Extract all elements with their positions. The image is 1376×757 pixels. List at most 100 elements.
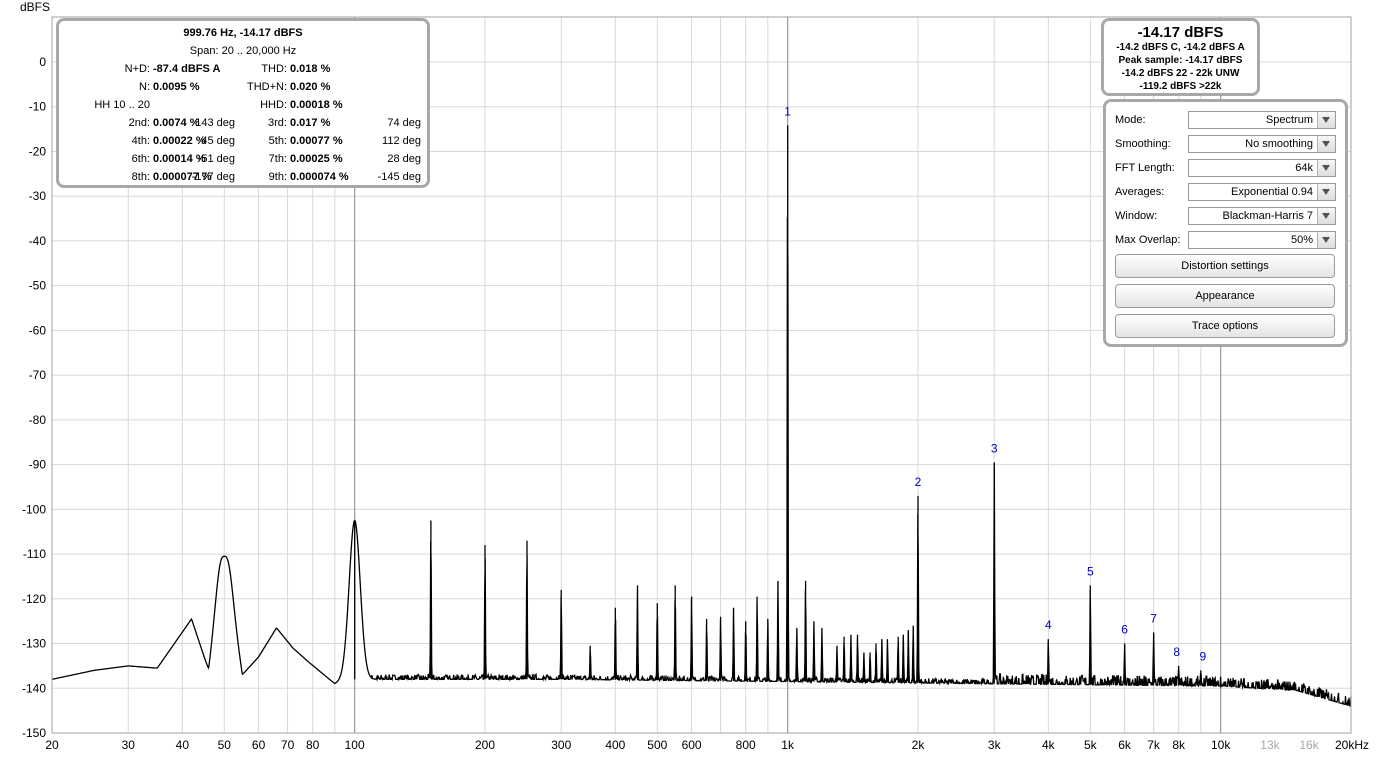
smoothing-label: Smoothing: bbox=[1115, 138, 1171, 150]
x-tick-label: 500 bbox=[647, 738, 667, 752]
x-tick-label: 80 bbox=[306, 738, 320, 752]
x-tick-label: 300 bbox=[551, 738, 571, 752]
harmonic-label: 5 bbox=[1087, 564, 1094, 578]
appearance-button[interactable]: Appearance bbox=[1115, 284, 1335, 308]
mode-select[interactable]: Spectrum bbox=[1188, 111, 1336, 129]
readout-main-level: -14.17 dBFS bbox=[1137, 24, 1224, 41]
readout-line: Peak sample: -14.17 dBFS bbox=[1118, 55, 1243, 66]
distortion-stats-panel: 999.76 Hz, -14.17 dBFS Span: 20 .. 20,00… bbox=[56, 18, 430, 188]
stats-d2-cell: -145 deg bbox=[377, 171, 421, 183]
x-tick-label: 400 bbox=[605, 738, 625, 752]
y-tick-label: -100 bbox=[22, 502, 46, 516]
y-tick-label: -150 bbox=[22, 726, 46, 740]
stats-d2-cell: 28 deg bbox=[387, 153, 421, 165]
harmonic-label: 6 bbox=[1121, 623, 1128, 637]
chevron-down-icon bbox=[1317, 136, 1335, 152]
chevron-down-icon bbox=[1317, 184, 1335, 200]
x-tick-label: 5k bbox=[1084, 738, 1098, 752]
y-tick-label: -60 bbox=[29, 323, 47, 337]
harmonic-labels: 1 2 3 4 5 6 7 8 9 bbox=[784, 105, 1206, 664]
stats-v1-cell: 0.00014 % bbox=[153, 153, 206, 165]
stats-d2-cell: 74 deg bbox=[387, 117, 421, 129]
readout-line: -14.2 dBFS 22 - 22k UNW bbox=[1121, 68, 1240, 79]
stats-peak-line: 999.76 Hz, -14.17 dBFS bbox=[183, 27, 303, 39]
y-tick-label: -80 bbox=[29, 413, 47, 427]
x-tick-label: 800 bbox=[736, 738, 756, 752]
stats-d1-cell: 45 deg bbox=[201, 135, 235, 147]
stats-v1-cell: 0.00022 % bbox=[153, 135, 206, 147]
fft-length-select[interactable]: 64k bbox=[1188, 159, 1336, 177]
window-select[interactable]: Blackman-Harris 7 bbox=[1188, 207, 1336, 225]
stats-l1-cell: 4th: bbox=[131, 135, 150, 147]
x-tick-label: 60 bbox=[252, 738, 266, 752]
y-tick-label: -10 bbox=[29, 100, 47, 114]
stats-l1-cell: HH 10 .. 20 bbox=[94, 99, 150, 111]
chevron-down-icon bbox=[1317, 160, 1335, 176]
mode-value: Spectrum bbox=[1265, 114, 1313, 126]
trace-options-button[interactable]: Trace options bbox=[1115, 314, 1335, 338]
x-tick-label: 13k bbox=[1260, 738, 1280, 752]
x-tick-label: 3k bbox=[988, 738, 1002, 752]
stats-v2-cell: 0.00077 % bbox=[290, 135, 343, 147]
stats-l2-cell: THD: bbox=[261, 63, 287, 75]
y-tick-label: 0 bbox=[39, 55, 46, 69]
averages-value: Exponential 0.94 bbox=[1231, 186, 1313, 198]
stats-l1-cell: 2nd: bbox=[128, 117, 150, 129]
x-tick-label: 40 bbox=[176, 738, 190, 752]
x-tick-label: 70 bbox=[281, 738, 295, 752]
y-tick-label: -110 bbox=[23, 547, 46, 561]
harmonic-label: 2 bbox=[915, 475, 922, 489]
x-tick-label: 100 bbox=[345, 738, 365, 752]
stats-l2-cell: 9th: bbox=[268, 171, 287, 183]
stats-v2-cell: 0.00018 % bbox=[290, 99, 343, 111]
level-readout-panel: -14.17 dBFS -14.2 dBFS C, -14.2 dBFS A P… bbox=[1101, 18, 1260, 96]
stats-d1-cell: -51 deg bbox=[197, 153, 235, 165]
spectrum-trace bbox=[51, 125, 1352, 707]
max-overlap-select[interactable]: 50% bbox=[1188, 231, 1336, 249]
stats-l2-cell: THD+N: bbox=[246, 81, 287, 93]
harmonic-label: 4 bbox=[1045, 618, 1052, 632]
stats-d1-cell: -177 deg bbox=[191, 171, 235, 183]
chevron-down-icon bbox=[1317, 232, 1335, 248]
smoothing-select[interactable]: No smoothing bbox=[1188, 135, 1336, 153]
y-axis-unit: dBFS bbox=[20, 0, 50, 14]
stats-l1-cell: N+D: bbox=[124, 63, 150, 75]
max-overlap-value: 50% bbox=[1290, 234, 1313, 246]
harmonic-label: 9 bbox=[1199, 649, 1206, 663]
distortion-settings-button[interactable]: Distortion settings bbox=[1115, 254, 1335, 278]
analysis-controls-panel: Mode: Spectrum Smoothing: No smoothing F… bbox=[1103, 99, 1348, 347]
chevron-down-icon bbox=[1317, 112, 1335, 128]
fft-length-label: FFT Length: bbox=[1115, 162, 1175, 174]
stats-l2-cell: 5th: bbox=[268, 135, 287, 147]
y-tick-label: -130 bbox=[22, 637, 46, 651]
averages-select[interactable]: Exponential 0.94 bbox=[1188, 183, 1336, 201]
y-tick-label: -90 bbox=[29, 458, 47, 472]
x-tick-label: 8k bbox=[1172, 738, 1186, 752]
y-tick-label: -120 bbox=[22, 592, 46, 606]
smoothing-value: No smoothing bbox=[1245, 138, 1313, 150]
x-tick-label: 6k bbox=[1118, 738, 1132, 752]
y-tick-label: -20 bbox=[29, 144, 47, 158]
x-tick-label: 7k bbox=[1147, 738, 1161, 752]
x-tick-label: 1k bbox=[781, 738, 795, 752]
x-tick-label: 4k bbox=[1042, 738, 1056, 752]
harmonic-label: 3 bbox=[991, 441, 998, 455]
stats-v2-cell: 0.000074 % bbox=[290, 171, 349, 183]
stats-span: Span: 20 .. 20,000 Hz bbox=[189, 45, 297, 57]
y-tick-label: -70 bbox=[29, 368, 47, 382]
y-tick-label: -40 bbox=[29, 234, 47, 248]
stats-d1-cell: 143 deg bbox=[195, 117, 235, 129]
mode-label: Mode: bbox=[1115, 114, 1146, 126]
y-axis-ticks: 0 -10 -20 -30 -40 -50 -60 -70 -80 -90 -100 -110 -120… bbox=[22, 55, 46, 740]
stats-l1-cell: 6th: bbox=[131, 153, 150, 165]
harmonic-label: 7 bbox=[1150, 611, 1157, 625]
stats-span-line: Span: 20 .. 20,000 Hz bbox=[59, 45, 427, 57]
chevron-down-icon bbox=[1317, 208, 1335, 224]
stats-v1-cell: 0.0074 % bbox=[153, 117, 200, 129]
harmonic-label: 8 bbox=[1173, 645, 1180, 659]
x-tick-label: 2k bbox=[912, 738, 926, 752]
plot-frame bbox=[51, 16, 1352, 734]
readout-line: -14.2 dBFS C, -14.2 dBFS A bbox=[1116, 42, 1245, 53]
stats-l2-cell: 3rd: bbox=[268, 117, 287, 129]
stats-v1-cell: 0.000077 % bbox=[153, 171, 212, 183]
